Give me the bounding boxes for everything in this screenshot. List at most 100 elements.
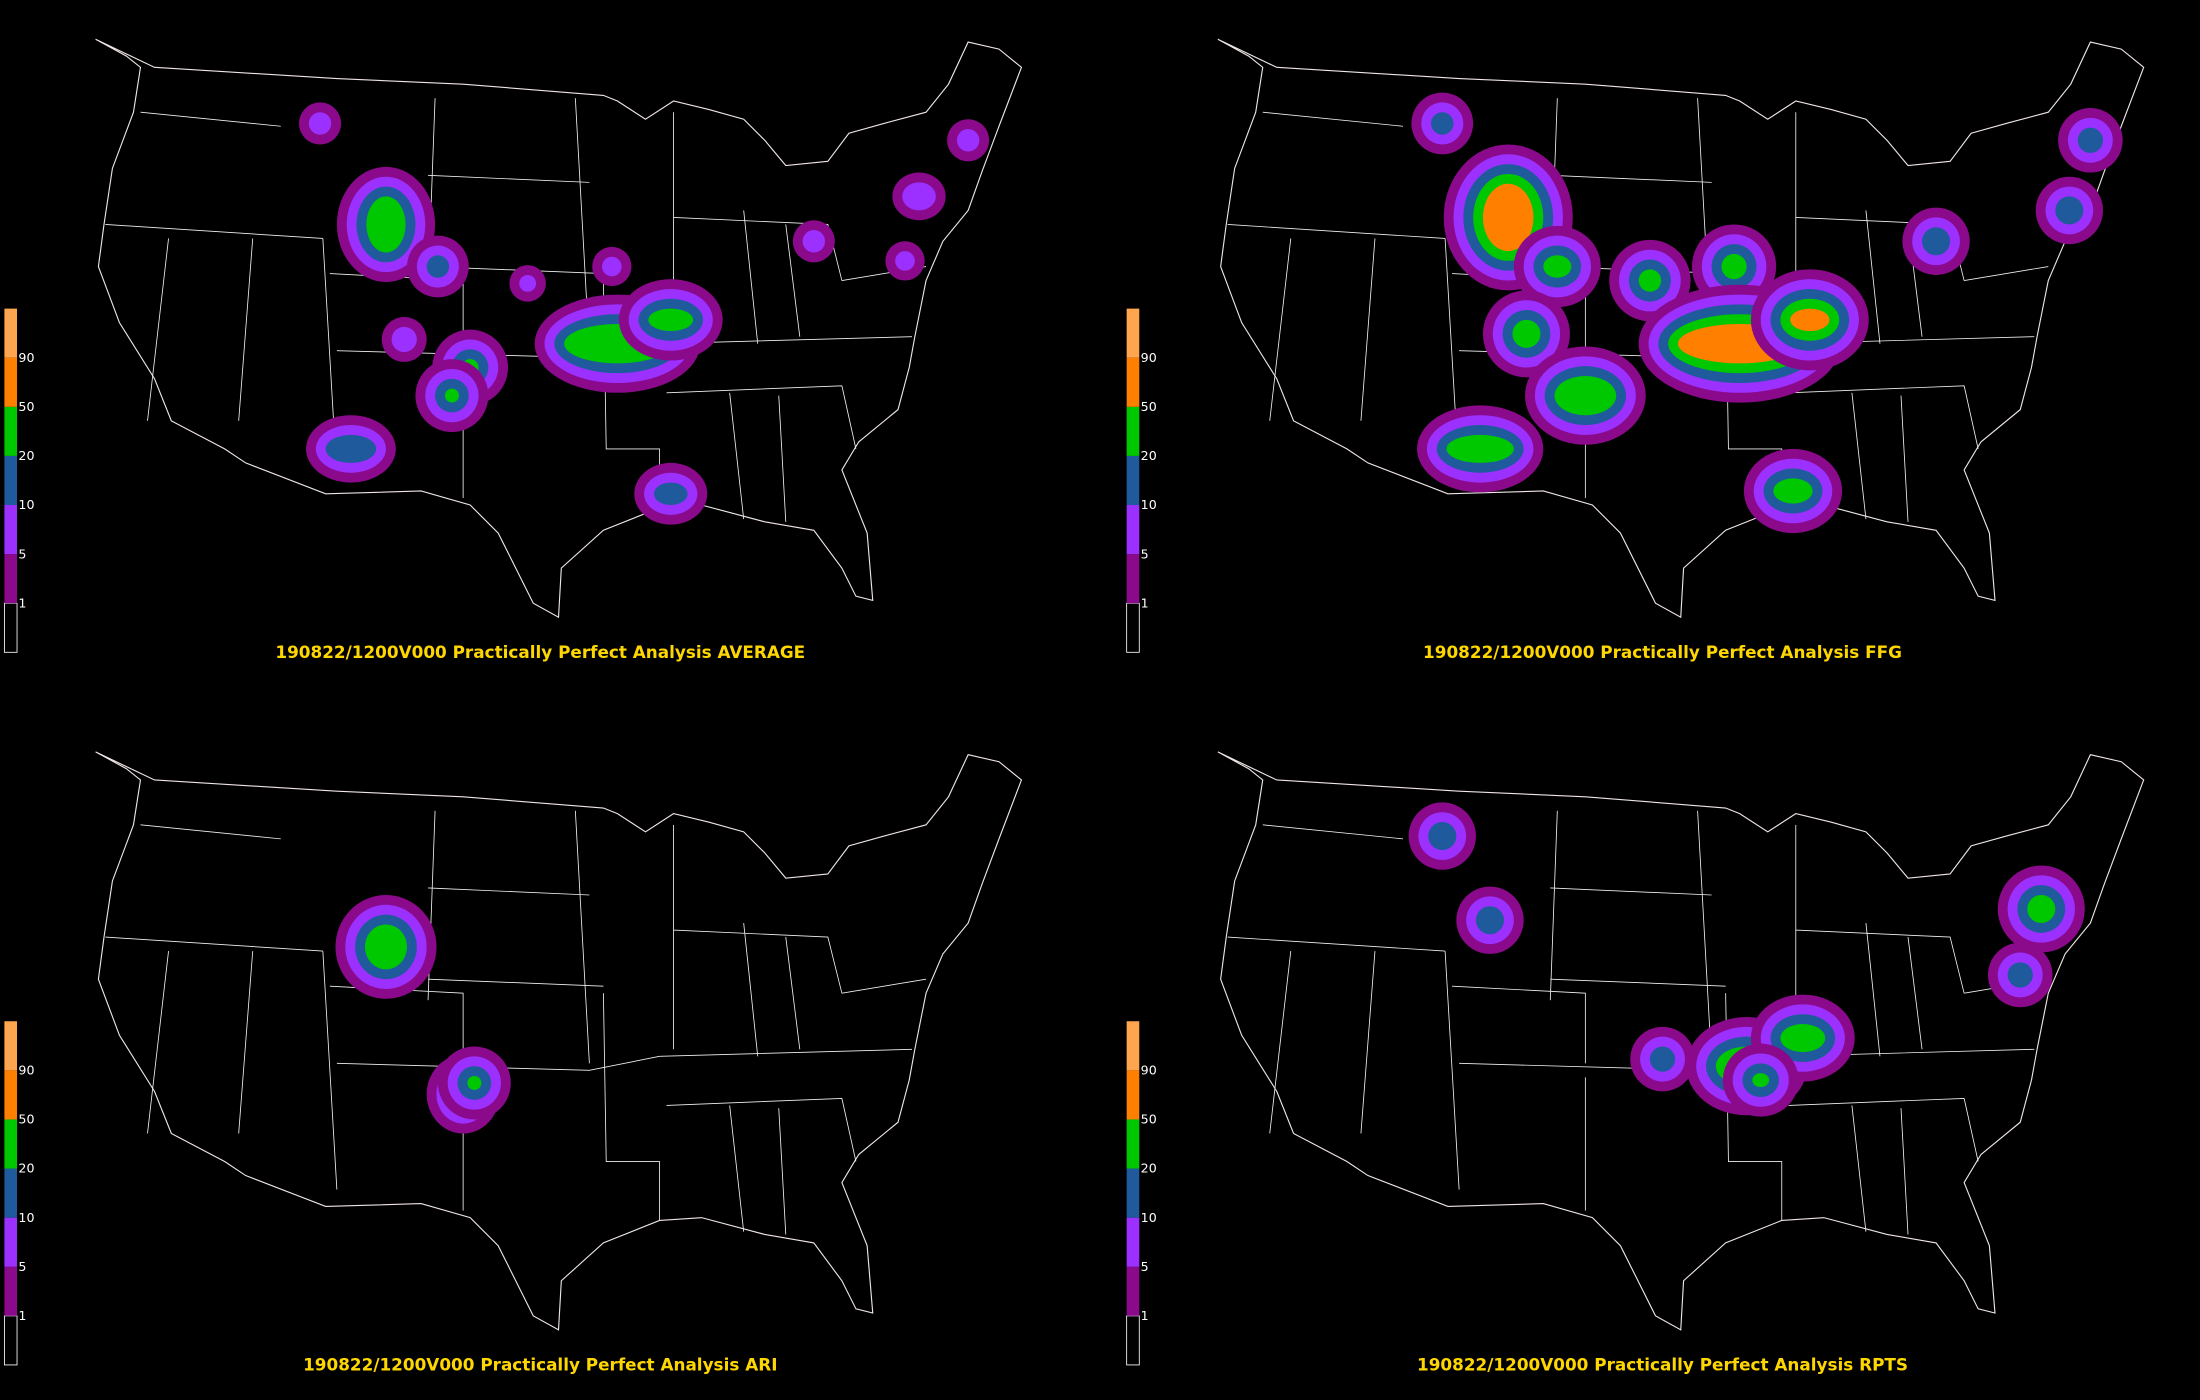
probability-area <box>1428 822 1457 851</box>
probability-area <box>1780 1024 1826 1053</box>
probability-area <box>1649 1046 1676 1072</box>
colorbar-segment <box>1126 406 1140 456</box>
probability-area <box>895 251 915 271</box>
colorbar-segment <box>4 308 18 358</box>
colorbar-label: 90 <box>1141 1063 1157 1078</box>
probability-area <box>1431 112 1454 135</box>
colorbar-segment <box>4 1217 18 1267</box>
probability-area <box>956 129 980 152</box>
probability-area <box>1790 308 1830 332</box>
probability-area <box>1512 319 1541 348</box>
colorbar-segment <box>1126 1070 1140 1120</box>
probability-areas <box>1408 802 2085 1117</box>
probability-area <box>2077 127 2104 153</box>
colorbar-segment <box>4 357 18 407</box>
map-panel: 1 5 10 20 50 90 190822/1200V000 Practically Pe… <box>3 38 1023 662</box>
probability-area <box>2055 196 2084 225</box>
colorbar-label: 5 <box>1141 546 1149 561</box>
probability-area <box>602 256 622 277</box>
colorbar-label: 5 <box>18 546 26 561</box>
probability-areas <box>1411 92 2123 534</box>
colorbar-segment <box>4 505 18 555</box>
probability-area <box>1922 227 1951 256</box>
probability-area <box>1475 906 1505 935</box>
map-panel: 1 5 10 20 50 90 190822/1200V000 Practically Pe… <box>1126 751 2145 1375</box>
probability-areas <box>298 102 990 525</box>
probability-areas <box>335 894 511 1134</box>
colorbar-segment <box>3 602 18 653</box>
colorbar-segment <box>4 1168 18 1218</box>
colorbar-label: 1 <box>18 595 26 610</box>
colorbar-label: 10 <box>18 1210 34 1225</box>
colorbar: 1 5 10 20 50 90 <box>1126 308 1157 653</box>
colorbar-label: 90 <box>1141 350 1157 365</box>
colorbar-segment <box>1126 1266 1140 1316</box>
colorbar-segment <box>1126 455 1140 506</box>
map-panel: 1 5 10 20 50 90 190822/1200V000 Practically Pe… <box>3 751 1023 1375</box>
colorbar-segment <box>4 554 18 604</box>
colorbar-segment <box>1126 1119 1140 1169</box>
probability-area <box>1446 434 1514 463</box>
colorbar-label: 50 <box>18 399 34 414</box>
colorbar-label: 5 <box>18 1259 26 1274</box>
colorbar-label: 5 <box>1141 1259 1149 1274</box>
probability-area <box>391 326 417 353</box>
colorbar-label: 50 <box>1141 1112 1157 1127</box>
colorbar: 1 5 10 20 50 90 <box>3 1021 34 1366</box>
colorbar-segment <box>4 1266 18 1316</box>
us-map <box>95 751 1023 1331</box>
probability-area <box>902 182 936 211</box>
probability-area <box>426 255 450 278</box>
probability-area <box>444 388 459 403</box>
colorbar-segment <box>4 455 18 506</box>
probability-area <box>648 308 694 332</box>
colorbar: 1 5 10 20 50 90 <box>1126 1021 1157 1366</box>
colorbar-label: 20 <box>1141 1161 1157 1176</box>
colorbar-segment <box>1126 602 1140 653</box>
probability-area <box>364 924 408 970</box>
probability-area <box>467 1075 482 1090</box>
panel-title: 190822/1200V000 Practically Perfect Anal… <box>303 1355 777 1375</box>
probability-area <box>1554 375 1617 416</box>
panel-title: 190822/1200V000 Practically Perfect Anal… <box>1423 642 1902 662</box>
colorbar-label: 10 <box>1141 497 1157 512</box>
colorbar-segment <box>1126 1021 1140 1071</box>
probability-area <box>653 482 688 506</box>
probability-area <box>1482 183 1534 252</box>
colorbar-label: 90 <box>18 350 34 365</box>
colorbar-label: 20 <box>18 1161 34 1176</box>
probability-area <box>1638 269 1662 292</box>
probability-area <box>308 112 332 135</box>
colorbar-label: 90 <box>18 1063 34 1078</box>
colorbar-segment <box>1126 1168 1140 1218</box>
probability-area <box>519 274 537 292</box>
colorbar-segment <box>4 1119 18 1169</box>
probability-area <box>1721 253 1747 280</box>
colorbar-segment <box>1126 308 1140 358</box>
probability-area <box>2007 962 2033 988</box>
colorbar-segment <box>4 1070 18 1120</box>
probability-area <box>1543 255 1572 278</box>
panels: 1 5 10 20 50 90 190822/1200V000 Practically Pe… <box>3 38 2145 1375</box>
colorbar-label: 10 <box>1141 1210 1157 1225</box>
colorbar-segment <box>3 1315 18 1366</box>
colorbar-label: 20 <box>1141 448 1157 463</box>
colorbar-segment <box>1126 554 1140 604</box>
probability-area <box>1773 478 1813 504</box>
colorbar-segment <box>1126 1217 1140 1267</box>
colorbar-label: 10 <box>18 497 34 512</box>
colorbar-label: 50 <box>18 1112 34 1127</box>
colorbar: 1 5 10 20 50 90 <box>3 308 34 653</box>
probability-area <box>1752 1073 1770 1088</box>
colorbar-label: 1 <box>1141 1308 1149 1323</box>
colorbar-segment <box>1126 357 1140 407</box>
colorbar-segment <box>4 406 18 456</box>
colorbar-label: 1 <box>1141 595 1149 610</box>
colorbar-label: 50 <box>1141 399 1157 414</box>
colorbar-segment <box>1126 505 1140 555</box>
panel-title: 190822/1200V000 Practically Perfect Anal… <box>1417 1355 1908 1375</box>
probability-area <box>366 196 406 253</box>
colorbar-segment <box>4 1021 18 1071</box>
colorbar-label: 20 <box>18 448 34 463</box>
